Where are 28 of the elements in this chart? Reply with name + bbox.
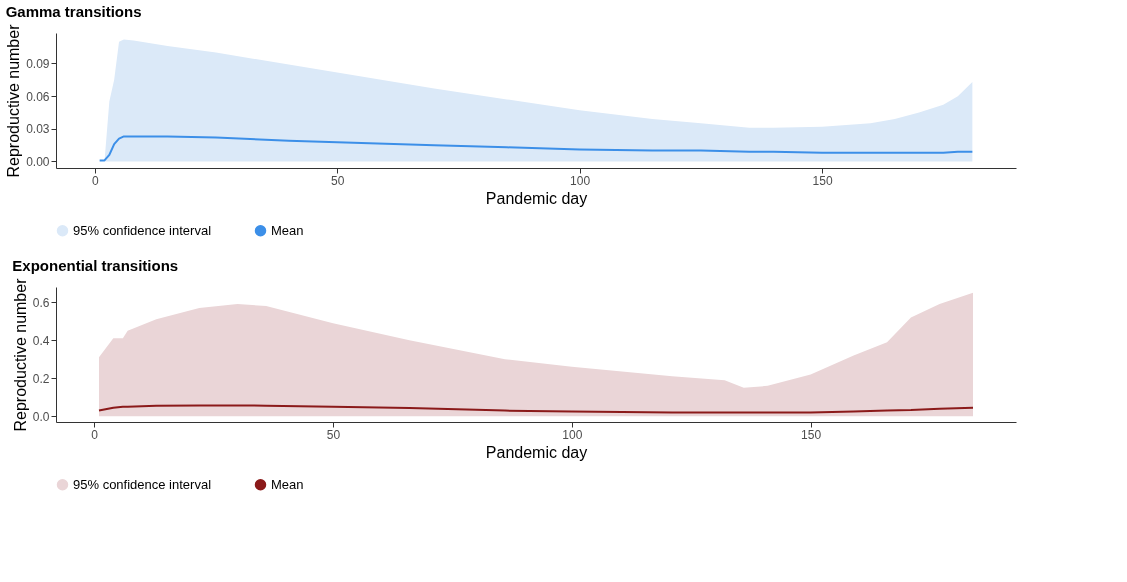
y-tick-label: 0.06	[26, 89, 50, 104]
chart-title: Exponential transitions	[12, 257, 179, 275]
y-tick-label: 0.03	[26, 122, 50, 137]
x-tick-label: 150	[812, 173, 833, 188]
x-axis-title: Pandemic day	[485, 189, 588, 207]
x-tick-label: 100	[562, 427, 583, 442]
line-series	[98, 135, 974, 162]
y-tick-label: 0.4	[32, 333, 50, 348]
legend-label: 95% confidence interval	[73, 476, 212, 492]
y-axis-title: Reproductive number	[11, 277, 29, 432]
x-tick-label: 150	[801, 427, 822, 442]
legend-label: Mean	[271, 222, 304, 238]
x-tick-label: 0	[91, 427, 99, 442]
x-tick-label: 50	[326, 427, 341, 442]
x-tick-label: 100	[570, 173, 591, 188]
x-tick-label: 0	[91, 173, 99, 188]
x-tick-label: 50	[331, 173, 345, 188]
x-axis-title: Pandemic day	[485, 443, 588, 461]
legend-label: Mean	[271, 476, 304, 492]
legend-label: 95% confidence interval	[73, 222, 212, 238]
y-axis-title: Reproductive number	[5, 23, 23, 178]
y-tick-label: 0.0	[32, 409, 50, 424]
y-tick-label: 0.09	[26, 56, 50, 71]
y-tick-label: 0.6	[32, 295, 50, 310]
y-tick-label: 0.2	[32, 371, 50, 386]
chart-title: Gamma transitions	[5, 3, 142, 21]
y-tick-label: 0.00	[26, 154, 50, 169]
line-series	[97, 404, 975, 414]
